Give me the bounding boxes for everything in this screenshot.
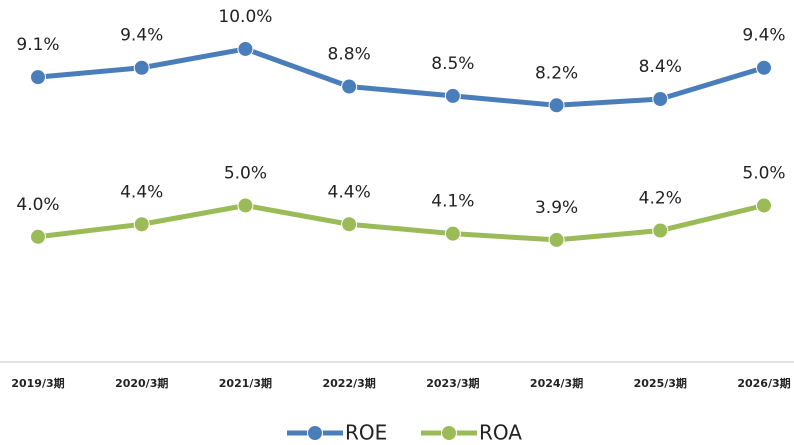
x-tick-label: 2025/3期 xyxy=(634,376,687,390)
x-tick-label: 2023/3期 xyxy=(426,376,479,390)
value-label: 4.2% xyxy=(639,189,682,209)
value-label: 8.4% xyxy=(639,57,682,77)
value-label: 8.2% xyxy=(535,63,578,83)
value-label: 10.0% xyxy=(218,7,272,27)
x-tick-label: 2022/3期 xyxy=(322,376,375,390)
value-label: 4.0% xyxy=(16,195,59,215)
series-line xyxy=(37,202,765,243)
point xyxy=(756,59,772,76)
value-label: 9.4% xyxy=(742,26,785,46)
value-label: 5.0% xyxy=(742,163,785,183)
value-label: 5.0% xyxy=(224,163,267,183)
point xyxy=(652,222,669,239)
value-label: 4.4% xyxy=(328,182,371,202)
point xyxy=(341,216,358,233)
value-label: 4.4% xyxy=(120,182,163,202)
point xyxy=(133,216,150,233)
point xyxy=(548,97,565,114)
legend-label: ROA xyxy=(479,421,522,445)
point xyxy=(444,87,461,104)
x-tick-label: 2026/3期 xyxy=(737,376,790,390)
point xyxy=(237,197,254,214)
value-label: 9.1% xyxy=(16,35,59,55)
x-tick-label: 2021/3期 xyxy=(219,376,272,390)
value-label: 3.9% xyxy=(535,198,578,218)
point xyxy=(652,91,669,108)
legend-marker xyxy=(307,425,323,441)
point xyxy=(133,59,150,76)
value-label: 9.4% xyxy=(120,26,163,46)
legend-marker xyxy=(441,425,457,441)
legend-label: ROE xyxy=(345,421,387,445)
point xyxy=(444,225,461,242)
x-tick-label: 2019/3期 xyxy=(11,376,64,390)
x-tick-label: 2020/3期 xyxy=(115,376,168,390)
point xyxy=(341,78,358,95)
value-label: 4.1% xyxy=(431,192,474,212)
point xyxy=(548,231,565,248)
point xyxy=(237,40,254,57)
value-label: 8.5% xyxy=(431,54,474,74)
value-label: 8.8% xyxy=(328,45,371,65)
point xyxy=(756,197,772,214)
point xyxy=(30,228,46,245)
point xyxy=(30,69,46,86)
x-tick-label: 2024/3期 xyxy=(530,376,583,390)
series-line xyxy=(37,46,765,108)
